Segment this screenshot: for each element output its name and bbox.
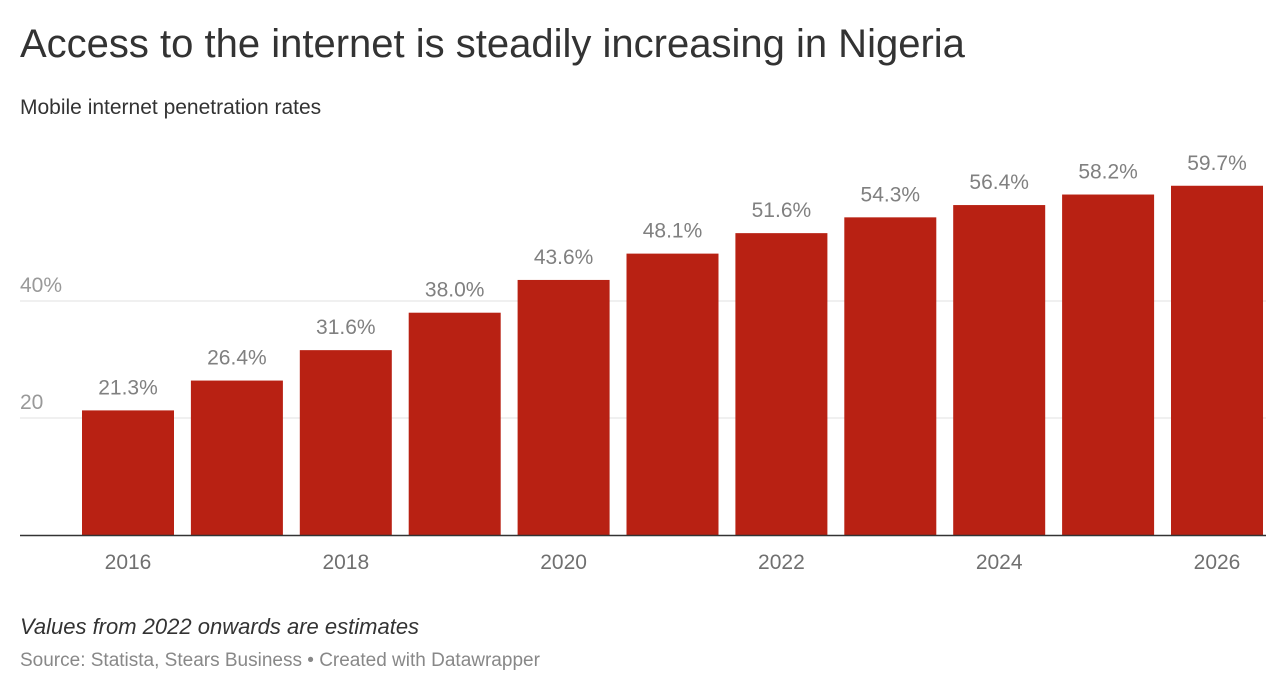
bar-2022 (735, 233, 828, 535)
bar-2026 (1171, 185, 1263, 535)
value-label: 54.3% (861, 183, 921, 206)
y-tick-label: 40% (20, 274, 62, 297)
x-tick-label: 2018 (322, 551, 369, 574)
bar-2024 (953, 205, 1046, 535)
chart-subtitle: Mobile internet penetration rates (20, 96, 322, 119)
x-tick-label: 2016 (105, 551, 152, 574)
datawrapper-credit[interactable]: Created with Datawrapper (319, 650, 540, 671)
bar-2019 (408, 312, 501, 535)
bar-chart: 20 40% 21.3% 26.4% 31.6% 38.0% 43.6% 48.1% 51.6%… (20, 152, 1266, 574)
labels: 20 40% 21.3% 26.4% 31.6% 38.0% 43.6% 48.1% 51.6%… (20, 152, 1247, 574)
value-label: 38.0% (425, 279, 485, 302)
bar-2021 (626, 253, 719, 535)
bars (82, 185, 1263, 535)
bar-2018 (299, 350, 392, 535)
value-label: 21.3% (98, 376, 158, 399)
value-label: 51.6% (752, 199, 812, 222)
chart-title: Access to the internet is steadily incre… (20, 22, 965, 66)
bar-2020 (517, 279, 610, 535)
value-label: 56.4% (969, 171, 1029, 194)
bar-2023 (844, 217, 937, 535)
source-separator: • (307, 650, 314, 671)
source-line: Source: Statista, Stears Business • Crea… (20, 650, 540, 672)
footnote: Values from 2022 onwards are estimates (20, 614, 420, 639)
bar-2016 (82, 410, 174, 535)
value-label: 43.6% (534, 246, 594, 269)
value-label: 59.7% (1187, 152, 1247, 175)
value-label: 26.4% (207, 347, 267, 370)
y-tick-label: 20 (20, 391, 43, 414)
x-tick-label: 2026 (1194, 551, 1241, 574)
source-text: Source: Statista, Stears Business (20, 650, 302, 671)
x-tick-label: 2024 (976, 551, 1023, 574)
value-label: 31.6% (316, 316, 376, 339)
value-label: 58.2% (1078, 161, 1138, 184)
value-label: 48.1% (643, 220, 703, 243)
x-tick-label: 2020 (540, 551, 587, 574)
bar-2017 (190, 380, 283, 535)
bar-2025 (1062, 194, 1155, 535)
x-tick-label: 2022 (758, 551, 805, 574)
